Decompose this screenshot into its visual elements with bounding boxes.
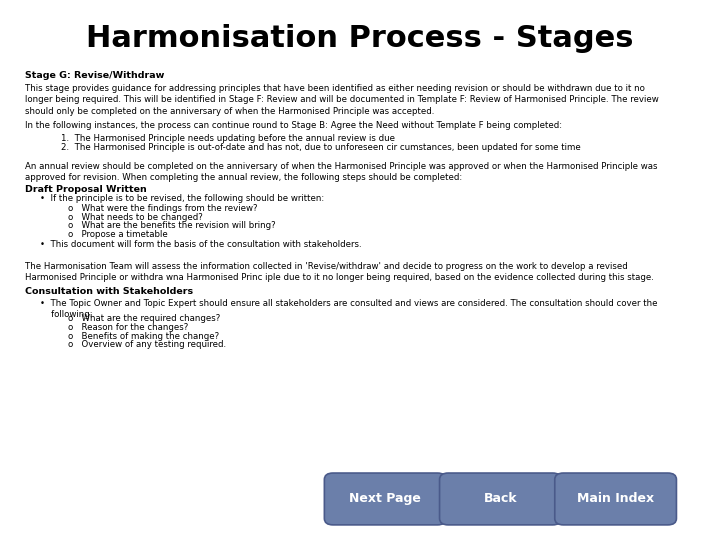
Text: Back: Back [484,492,517,505]
Text: An annual review should be completed on the anniversary of when the Harmonised P: An annual review should be completed on … [25,162,657,183]
Text: •  This document will form the basis of the consultation with stakeholders.: • This document will form the basis of t… [40,240,361,249]
Text: In the following instances, the process can continue round to Stage B: Agree the: In the following instances, the process … [25,122,562,131]
Text: Main Index: Main Index [577,492,654,505]
Text: Harmonisation Process - Stages: Harmonisation Process - Stages [86,24,634,53]
Text: Consultation with Stakeholders: Consultation with Stakeholders [25,287,194,296]
FancyBboxPatch shape [439,473,561,525]
FancyBboxPatch shape [554,473,677,525]
Text: Draft Proposal Written: Draft Proposal Written [25,185,147,194]
Text: The Harmonisation Team will assess the information collected in 'Revise/withdraw: The Harmonisation Team will assess the i… [25,262,654,282]
Text: •  If the principle is to be revised, the following should be written:: • If the principle is to be revised, the… [40,194,324,204]
Text: Stage G: Revise/Withdraw: Stage G: Revise/Withdraw [25,71,165,80]
Text: •  The Topic Owner and Topic Expert should ensure all stakeholders are consulted: • The Topic Owner and Topic Expert shoul… [40,299,657,319]
Text: 1.  The Harmonised Principle needs updating before the annual review is due: 1. The Harmonised Principle needs updati… [61,134,395,143]
Text: o   What were the findings from the review?: o What were the findings from the review… [68,204,258,213]
Text: Next Page: Next Page [349,492,421,505]
Text: o   Reason for the changes?: o Reason for the changes? [68,323,189,332]
Text: o   Overview of any testing required.: o Overview of any testing required. [68,340,227,349]
Text: This stage provides guidance for addressing principles that have been identified: This stage provides guidance for address… [25,84,659,116]
Text: 2.  The Harmonised Principle is out-of-date and has not, due to unforeseen cir c: 2. The Harmonised Principle is out-of-da… [61,143,581,152]
Text: o   Propose a timetable: o Propose a timetable [68,230,168,239]
Text: o   What are the required changes?: o What are the required changes? [68,314,220,323]
Text: o   Benefits of making the change?: o Benefits of making the change? [68,332,220,341]
Text: o   What needs to be changed?: o What needs to be changed? [68,213,203,222]
Text: o   What are the benefits the revision will bring?: o What are the benefits the revision wil… [68,221,276,231]
FancyBboxPatch shape [324,473,446,525]
